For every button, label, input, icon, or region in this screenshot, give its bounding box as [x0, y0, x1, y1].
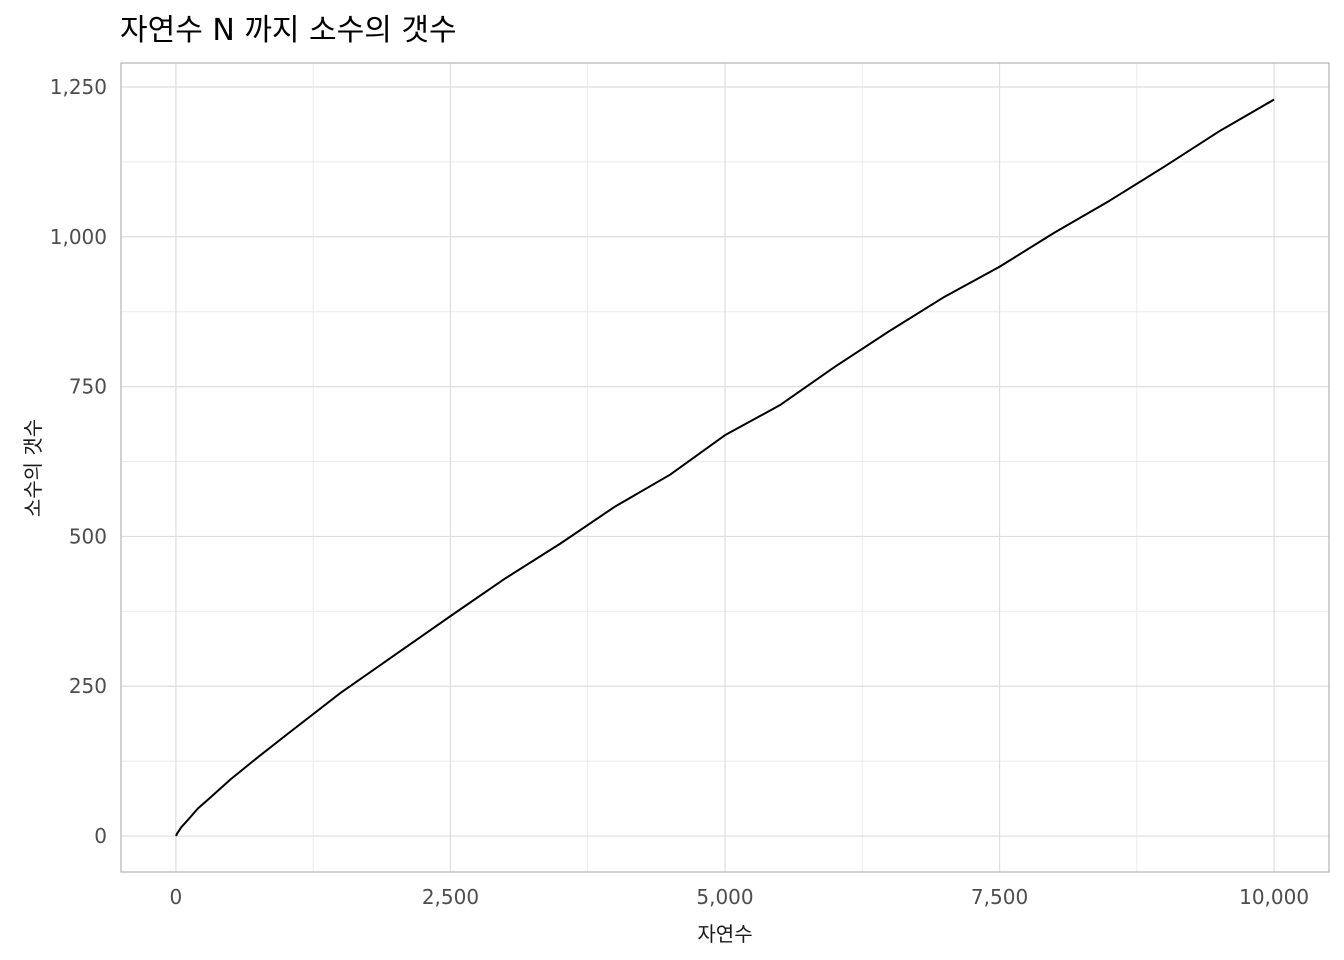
- x-tick-label: 10,000: [1239, 885, 1309, 909]
- y-axis-ticks: 0 250 500 750 1,000 1,250: [50, 75, 107, 848]
- y-axis-title: 소수의 갯수: [21, 419, 45, 517]
- x-tick-label: 0: [170, 885, 183, 909]
- y-tick-label: 0: [94, 824, 107, 848]
- x-tick-label: 5,000: [696, 885, 753, 909]
- y-tick-label: 250: [69, 674, 107, 698]
- y-tick-label: 1,250: [50, 75, 107, 99]
- grid-lines: [121, 63, 1329, 872]
- data-series: [175, 98, 1275, 837]
- x-tick-label: 7,500: [971, 885, 1028, 909]
- y-tick-label: 750: [69, 375, 107, 399]
- series-line: [175, 98, 1275, 837]
- y-tick-label: 1,000: [50, 225, 107, 249]
- x-tick-label: 2,500: [422, 885, 479, 909]
- x-axis-ticks: 0 2,500 5,000 7,500 10,000: [170, 885, 1310, 909]
- chart-title: 자연수 N 까지 소수의 갯수: [120, 13, 457, 48]
- plot-panel-border: [120, 62, 1330, 873]
- y-tick-label: 500: [69, 524, 107, 548]
- x-axis-title: 자연수: [697, 922, 752, 946]
